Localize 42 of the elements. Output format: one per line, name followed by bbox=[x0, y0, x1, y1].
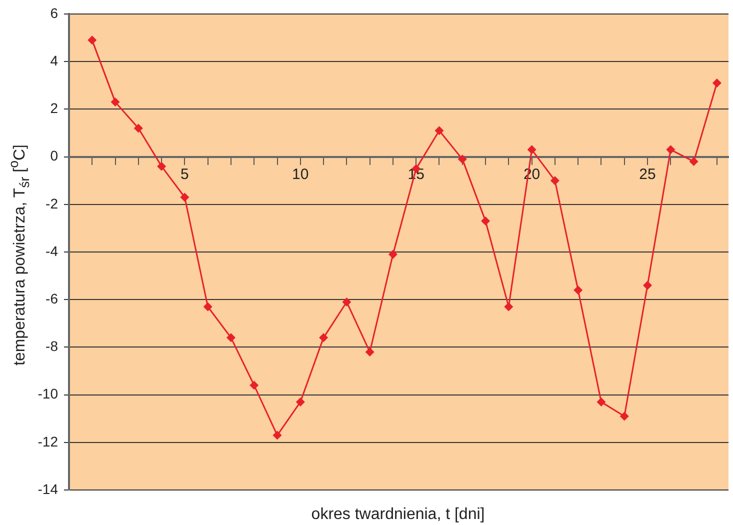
point bbox=[620, 412, 629, 421]
point bbox=[250, 380, 259, 390]
point bbox=[342, 297, 352, 306]
point bbox=[643, 280, 652, 290]
point bbox=[527, 145, 536, 154]
y-tick-label: 0 bbox=[50, 148, 58, 164]
y-tick-label: -8 bbox=[46, 338, 58, 354]
point bbox=[134, 124, 143, 133]
point bbox=[504, 302, 514, 312]
point bbox=[180, 192, 190, 202]
y-tick-label: 6 bbox=[50, 4, 58, 21]
point bbox=[226, 333, 236, 342]
point bbox=[157, 162, 166, 171]
point bbox=[203, 302, 212, 312]
x-tick-label: 25 bbox=[639, 166, 656, 183]
y-tick-label: -14 bbox=[38, 480, 58, 497]
point bbox=[388, 250, 398, 259]
point bbox=[319, 333, 328, 342]
y-tick-label: 2 bbox=[50, 100, 58, 116]
x-tick-label: 10 bbox=[292, 166, 309, 183]
point bbox=[666, 145, 676, 154]
point bbox=[110, 98, 120, 107]
point bbox=[481, 216, 490, 226]
point bbox=[88, 36, 97, 45]
y-tick-label: -6 bbox=[46, 290, 58, 306]
point bbox=[434, 126, 444, 136]
point bbox=[272, 430, 282, 440]
point bbox=[574, 286, 583, 295]
y-tick-label: 4 bbox=[50, 52, 58, 68]
y-tick-label: -12 bbox=[38, 433, 58, 450]
point bbox=[550, 176, 560, 186]
y-tick-label: -2 bbox=[46, 195, 58, 212]
y-tick-label: -10 bbox=[38, 386, 58, 402]
point bbox=[458, 154, 467, 164]
x-tick-label: 5 bbox=[180, 166, 189, 183]
point bbox=[689, 157, 698, 166]
point bbox=[596, 397, 606, 406]
y-tick-label: -4 bbox=[46, 242, 58, 259]
point bbox=[712, 78, 722, 88]
x-axis-title: okres twardnienia, t [dni] bbox=[311, 506, 485, 524]
point bbox=[296, 397, 305, 406]
point bbox=[365, 347, 374, 356]
